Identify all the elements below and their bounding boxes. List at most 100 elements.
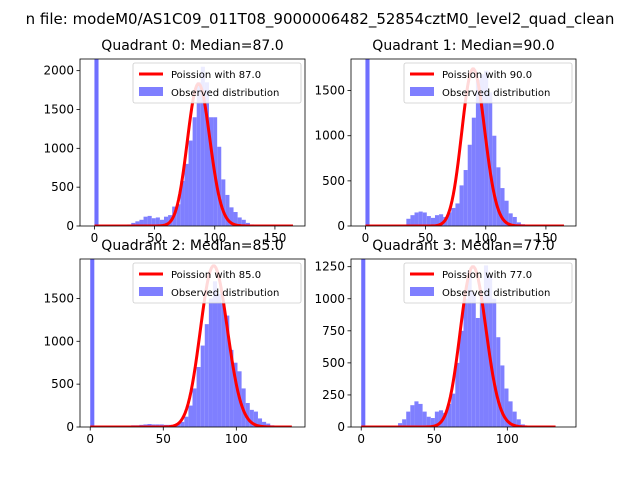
histogram-bar (192, 117, 197, 226)
histogram-bar (422, 411, 427, 427)
poisson-curve (90, 264, 292, 427)
legend: Poission with 90.0 Observed distribution (403, 62, 573, 104)
subplot-title: Quadrant 1: Median=90.0 (372, 38, 554, 54)
legend-frame (403, 262, 573, 304)
histogram-bar (508, 401, 513, 427)
histogram-bar (463, 170, 468, 226)
histogram-bar (135, 221, 140, 226)
x-tick-label: 150 (263, 231, 286, 245)
histogram-bar (512, 411, 517, 427)
legend-poisson-label: Poission with 90.0 (442, 70, 532, 81)
subplot-title: Quadrant 2: Median=85.0 (101, 238, 283, 254)
histogram-bar (229, 207, 234, 226)
histogram-bar (434, 411, 439, 427)
histogram-bar (410, 405, 415, 427)
histogram-bar (184, 163, 189, 226)
histogram-bar (426, 416, 431, 427)
histogram-bar (266, 423, 271, 427)
histogram-bar (479, 74, 485, 226)
plot-area (361, 259, 556, 427)
histogram-bar (188, 405, 193, 427)
histogram-bar (479, 296, 484, 427)
y-tick-label: 1000 (43, 334, 74, 348)
y-tick-label: 1500 (43, 102, 74, 116)
histogram-bar (508, 213, 513, 226)
axes-frame (79, 258, 306, 428)
spike-bar (94, 59, 99, 226)
histogram-bar (475, 317, 480, 427)
legend-observed-swatch (410, 87, 434, 96)
histogram-bar (471, 117, 476, 226)
histogram-bar (516, 419, 521, 427)
histogram-bar (139, 219, 144, 226)
histogram-bar (208, 298, 213, 427)
histogram-bar (471, 292, 476, 427)
histogram-bar (192, 388, 197, 427)
histogram-bar (184, 416, 189, 427)
histogram-bar (147, 215, 152, 226)
histogram-bar (204, 82, 209, 226)
histogram-bar (467, 144, 472, 226)
histogram-bar (229, 349, 234, 427)
histogram-bar (200, 345, 205, 427)
legend-observed-swatch (139, 87, 163, 96)
y-tick-label: 500 (322, 174, 345, 188)
spike-bar (90, 259, 95, 427)
histogram-bar (225, 315, 230, 427)
histogram-bar (467, 270, 472, 427)
histogram-bar (398, 423, 403, 427)
x-tick-label: 50 (427, 432, 442, 446)
y-tick-label: 500 (51, 377, 74, 391)
y-tick-label: 0 (66, 420, 74, 434)
y-tick-label: 2000 (43, 64, 74, 78)
histogram-bar (504, 388, 509, 427)
histogram-bar (131, 222, 136, 226)
y-tick-label: 0 (337, 420, 345, 434)
x-tick-label: 50 (147, 231, 162, 245)
histogram-bar (496, 337, 501, 427)
histogram-bar (496, 167, 501, 226)
histogram-bar (422, 212, 427, 226)
legend: Poission with 87.0 Observed distribution (132, 62, 302, 104)
x-tick-label: 100 (474, 231, 497, 245)
histogram-bar (163, 216, 169, 226)
histogram-bar (439, 214, 444, 226)
legend-frame (403, 62, 573, 104)
histogram-bar (196, 82, 201, 226)
axes-frame (350, 58, 577, 227)
histogram-bar (143, 216, 148, 226)
x-tick-label: 150 (534, 231, 557, 245)
histogram-bar (426, 216, 431, 226)
spike-bar (361, 259, 366, 427)
histogram-bar (212, 281, 218, 427)
histogram-bar (253, 411, 258, 427)
histogram-bar (451, 207, 456, 226)
histogram-bar (500, 365, 505, 427)
histogram-bar (459, 330, 464, 427)
histogram-bar (410, 215, 415, 226)
histogram-bar (500, 188, 505, 226)
histogram-bar (204, 324, 209, 427)
y-tick-label: 250 (322, 388, 345, 402)
histogram-bar (233, 212, 238, 226)
histogram-bar (257, 418, 263, 427)
legend-observed-label: Observed distribution (171, 88, 279, 99)
y-tick-label: 1500 (314, 84, 345, 98)
histogram-bar (438, 410, 444, 427)
histogram-bar (455, 362, 460, 427)
x-tick-label: 50 (156, 432, 171, 446)
y-tick-label: 750 (322, 324, 345, 338)
legend-observed-label: Observed distribution (442, 288, 550, 299)
histogram-bar (443, 412, 448, 427)
legend-observed-label: Observed distribution (442, 88, 550, 99)
axes-frame (350, 258, 577, 428)
histogram-bar (208, 117, 214, 226)
histogram-bar (447, 212, 452, 226)
histogram-bar (402, 419, 407, 427)
histogram-bar (434, 215, 440, 226)
histogram-bar (451, 393, 456, 427)
legend-poisson-label: Poission with 77.0 (442, 270, 532, 281)
